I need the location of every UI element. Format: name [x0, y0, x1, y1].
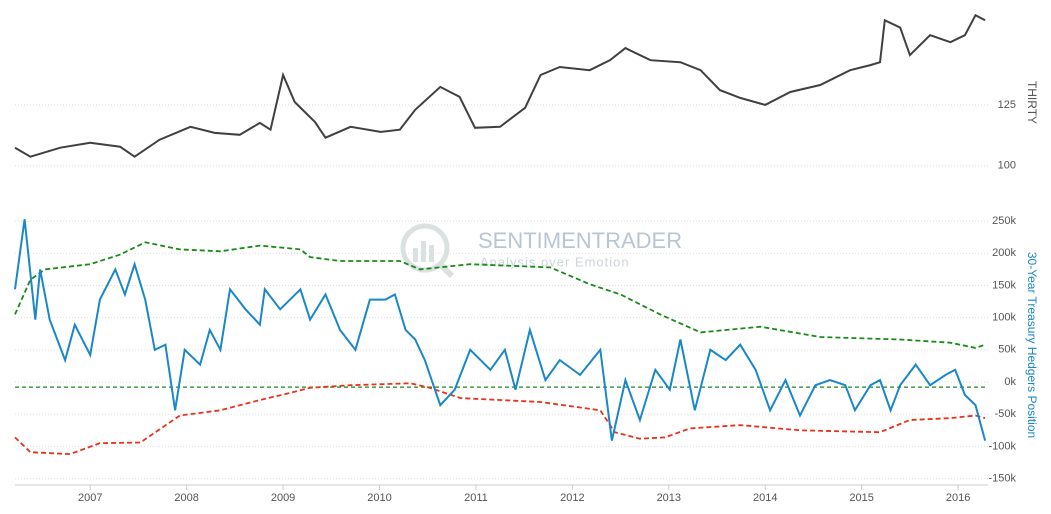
x-tick-label: 2007	[78, 492, 102, 504]
y-axis-label: 30-Year Treasury Hedgers Position	[1025, 252, 1039, 438]
x-tick-label: 2013	[657, 492, 681, 504]
y-tick-label: -50k	[995, 408, 1017, 420]
y-axis-label: THIRTY	[1025, 81, 1039, 124]
series-line	[14, 241, 986, 349]
x-tick-label: 2016	[946, 492, 970, 504]
y-tick-label: 250k	[992, 215, 1016, 227]
series-line	[14, 13, 986, 158]
x-tick-label: 2011	[464, 492, 488, 504]
x-tick-label: 2014	[753, 492, 777, 504]
x-tick-label: 2012	[560, 492, 584, 504]
watermark-subtitle: Analysis over Emotion	[480, 254, 630, 269]
y-tick-label: -100k	[988, 440, 1016, 452]
y-tick-label: 50k	[998, 344, 1016, 356]
x-tick-label: 2015	[849, 492, 873, 504]
series-line	[14, 219, 987, 441]
watermark-logo	[400, 223, 455, 279]
y-tick-label: 200k	[992, 247, 1016, 259]
y-tick-label: 125	[998, 99, 1016, 111]
y-tick-label: 100k	[992, 312, 1016, 324]
y-tick-label: 0k	[1004, 376, 1016, 388]
y-tick-label: -150k	[988, 472, 1016, 484]
watermark-title: SENTIMENTRADER	[478, 228, 682, 253]
x-tick-label: 2010	[367, 492, 391, 504]
y-tick-label: 100	[998, 160, 1016, 172]
y-tick-label: 150k	[992, 279, 1016, 291]
series-line	[14, 382, 986, 456]
x-tick-label: 2008	[174, 492, 198, 504]
x-tick-label: 2009	[271, 492, 295, 504]
